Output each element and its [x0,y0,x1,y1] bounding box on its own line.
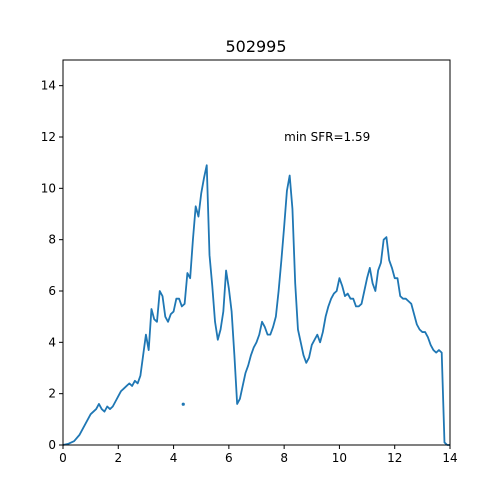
series-line [62,164,450,446]
x-tick-label: 6 [225,451,233,465]
y-tick-label: 12 [41,130,56,144]
y-tick-label: 4 [48,335,56,349]
x-tick-label: 12 [387,451,402,465]
plot-area: 0 2 4 6 8 10 12 14 0 2 4 6 8 10 12 14 [41,59,458,465]
x-tick-label: 4 [170,451,178,465]
annotation-text: min SFR=1.59 [284,130,370,144]
y-tick-label: 2 [48,387,56,401]
y-tick-label: 0 [48,438,56,452]
min-sfr-marker [181,402,185,406]
x-tick-label: 10 [332,451,347,465]
y-tick-label: 10 [41,181,56,195]
x-tick-label: 0 [59,451,67,465]
y-tick-label: 14 [41,79,56,93]
axes-frame [62,59,451,446]
x-tick-label: 8 [280,451,288,465]
chart-title: 502995 [225,37,286,56]
y-tick-label: 6 [48,284,56,298]
x-tick-label: 14 [442,451,457,465]
x-tick-label: 2 [114,451,122,465]
y-tick-label: 8 [48,233,56,247]
